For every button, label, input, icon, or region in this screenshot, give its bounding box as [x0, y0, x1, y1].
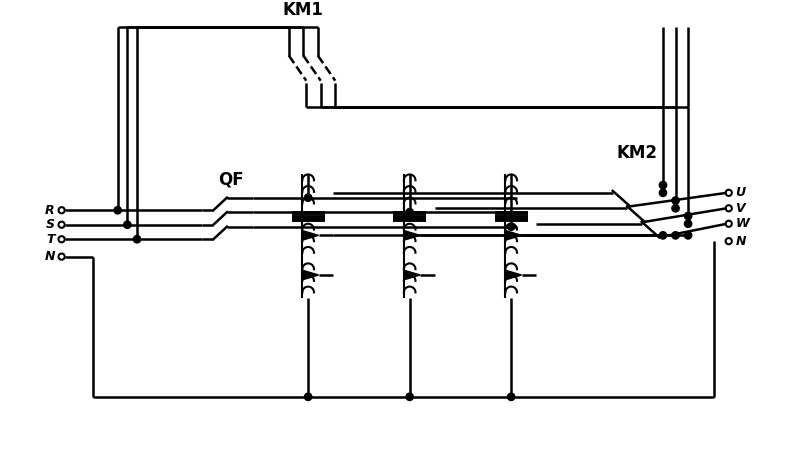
Circle shape	[124, 221, 131, 229]
Text: V: V	[735, 202, 745, 215]
Circle shape	[507, 223, 515, 230]
Polygon shape	[404, 230, 420, 240]
Text: KM1: KM1	[283, 1, 324, 19]
Text: S: S	[46, 218, 55, 231]
Circle shape	[305, 393, 312, 400]
Circle shape	[685, 220, 692, 227]
Circle shape	[659, 232, 666, 239]
Polygon shape	[302, 230, 318, 240]
Circle shape	[305, 194, 312, 201]
Circle shape	[406, 393, 414, 400]
Polygon shape	[404, 270, 420, 280]
Circle shape	[672, 197, 679, 204]
Circle shape	[406, 208, 414, 216]
Circle shape	[672, 232, 679, 239]
Text: KM2: KM2	[616, 144, 658, 162]
Polygon shape	[506, 230, 522, 240]
Text: U: U	[735, 186, 746, 199]
Circle shape	[134, 235, 141, 243]
Circle shape	[672, 205, 679, 212]
Polygon shape	[506, 270, 522, 280]
Circle shape	[659, 181, 666, 189]
Circle shape	[507, 393, 515, 400]
Circle shape	[685, 232, 692, 239]
Text: R: R	[46, 204, 55, 217]
Text: W: W	[735, 217, 750, 230]
Text: QF: QF	[218, 171, 244, 189]
Text: T: T	[46, 233, 55, 246]
Text: N: N	[44, 250, 55, 263]
Text: N: N	[735, 234, 746, 248]
Circle shape	[659, 189, 666, 197]
Polygon shape	[302, 270, 318, 280]
Circle shape	[114, 207, 122, 214]
Circle shape	[685, 212, 692, 220]
